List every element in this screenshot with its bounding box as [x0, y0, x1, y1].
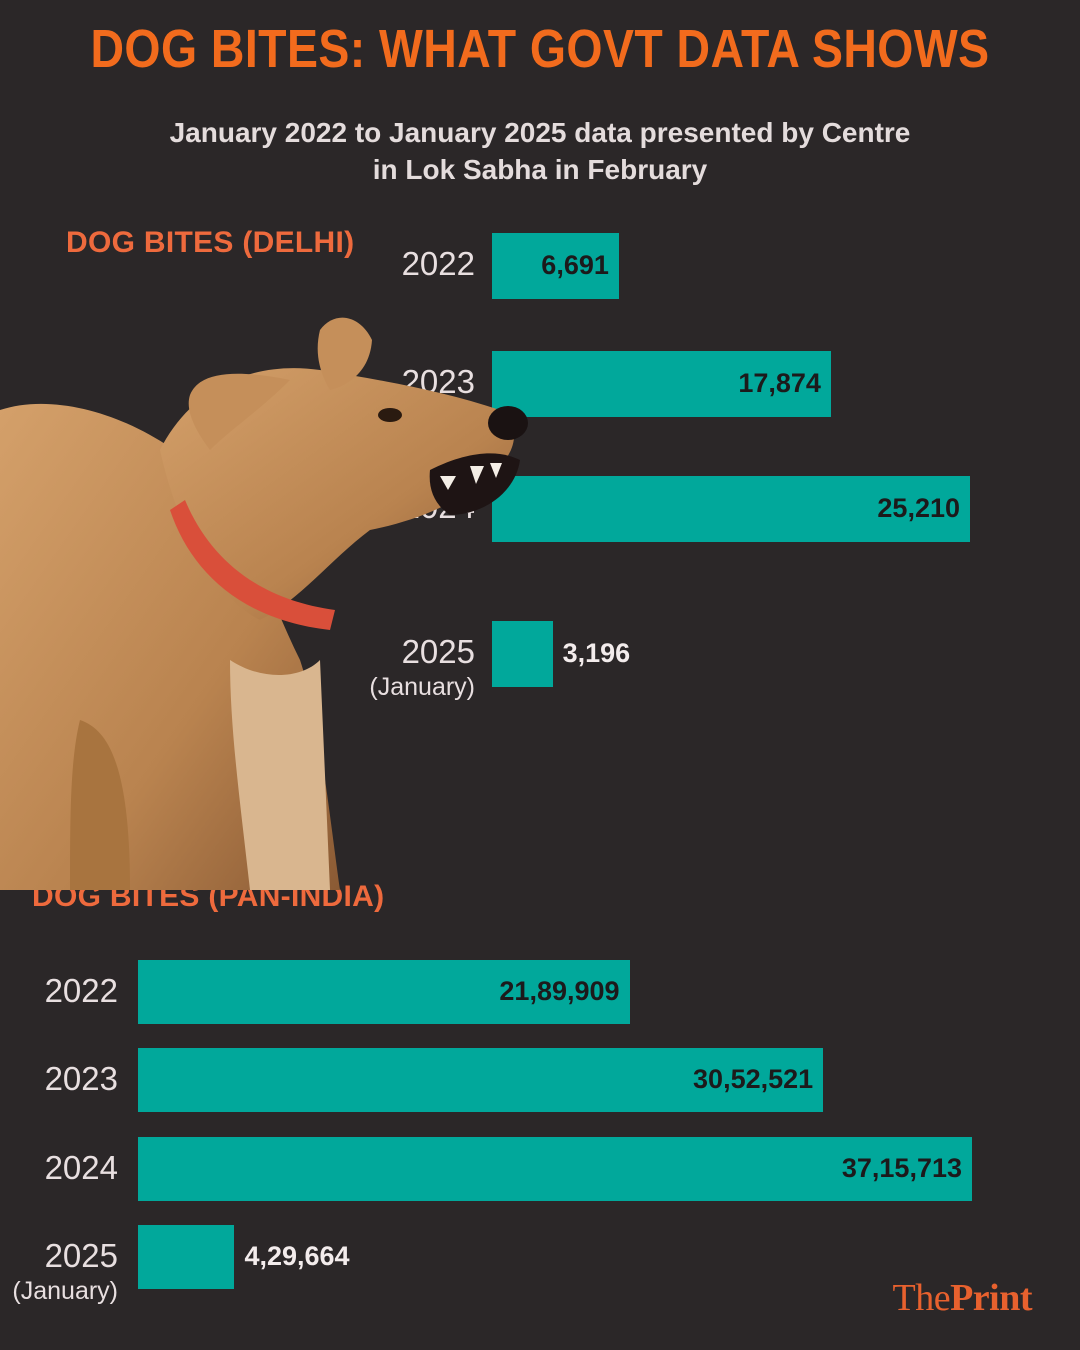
subtitle-line-2: in Lok Sabha in February — [372, 154, 708, 185]
india-year-text: 2024 — [44, 1149, 118, 1186]
delhi-bar — [492, 621, 553, 687]
india-value-label: 30,52,521 — [693, 1064, 814, 1094]
delhi-bar — [492, 233, 619, 299]
india-bar — [138, 1048, 824, 1112]
delhi-value-label: 6,691 — [541, 250, 609, 280]
theprint-logo: ThePrint — [892, 1277, 1032, 1319]
india-value-label: 4,29,664 — [244, 1241, 350, 1271]
india-year-label: 2025 (January) — [12, 1237, 118, 1306]
dog-illustration — [0, 317, 528, 890]
subtitle-line-1: January 2022 to January 2025 data presen… — [169, 117, 911, 148]
delhi-value-label: 25,210 — [877, 493, 960, 523]
india-year-label: 2024 — [45, 1149, 118, 1187]
delhi-year-text: 2025 — [401, 633, 475, 670]
india-year-label: 2022 — [45, 972, 118, 1010]
delhi-value-label: 3,196 — [562, 638, 631, 668]
page-subtitle: January 2022 to January 2025 data presen… — [0, 114, 1080, 188]
page-title: DOG BITES: WHAT GOVT DATA SHOWS — [90, 19, 990, 79]
delhi-bar — [492, 476, 970, 542]
india-bar — [138, 1225, 235, 1289]
india-year-text: 2022 — [44, 972, 118, 1009]
india-value-label: 37,15,713 — [841, 1153, 962, 1183]
india-year-text: 2025 — [44, 1237, 118, 1274]
delhi-value-label: 17,874 — [738, 368, 821, 398]
delhi-year-text: 2022 — [401, 245, 475, 282]
delhi-year-note: (January) — [369, 673, 475, 701]
delhi-year-label: 2022 — [402, 245, 475, 283]
india-year-note: (January) — [12, 1277, 118, 1305]
delhi-bar — [492, 351, 831, 417]
india-value-label: 21,89,909 — [499, 976, 620, 1006]
india-bar — [138, 960, 630, 1024]
delhi-year-label: 2025 (January) — [369, 633, 475, 702]
india-year-text: 2023 — [44, 1060, 118, 1097]
delhi-chart-title: DOG BITES (DELHI) — [66, 226, 355, 259]
india-bar — [138, 1137, 972, 1201]
india-year-label: 2023 — [45, 1060, 118, 1098]
